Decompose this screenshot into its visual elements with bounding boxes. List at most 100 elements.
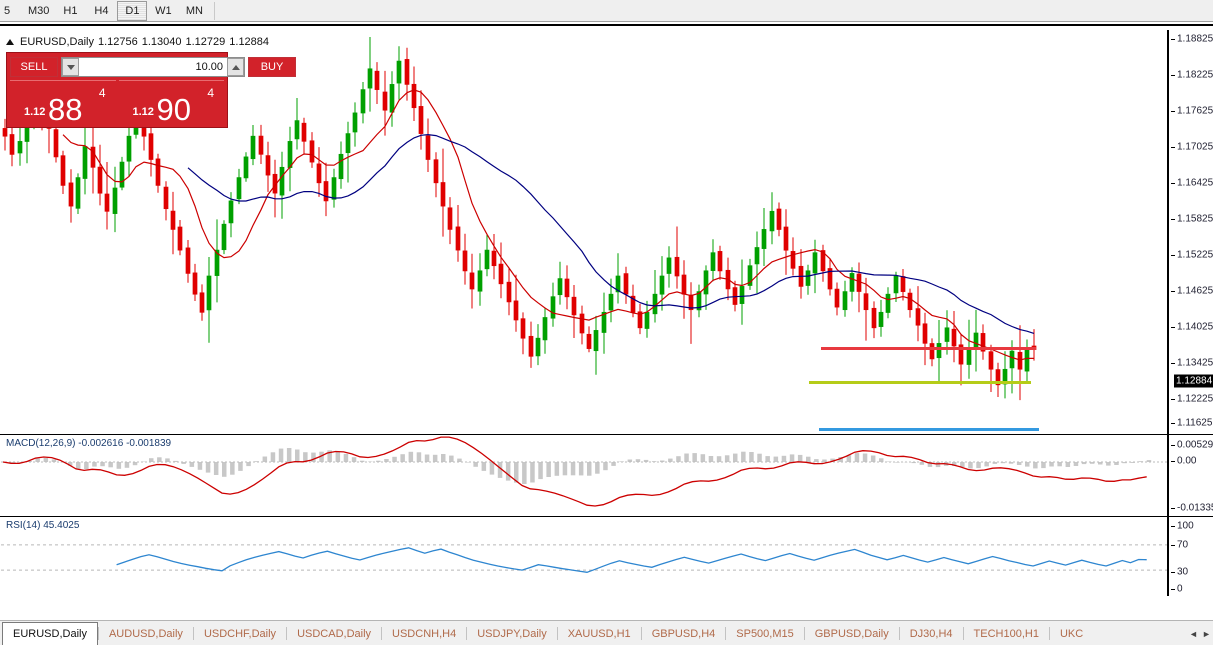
chart-tab-usdchf-daily[interactable]: USDCHF,Daily [203, 628, 277, 640]
price-axis-label: 1.18825 [1177, 33, 1213, 45]
price-axis-label: 1.16425 [1177, 177, 1213, 189]
symbol-ohlc-header: EURUSD,Daily 1.12756 1.13040 1.12729 1.1… [6, 36, 269, 48]
price-axis-label: 1.17025 [1177, 141, 1213, 153]
price-axis[interactable]: 1.18825 1.18225 1.17625 1.17025 1.16425 1.158… [1171, 30, 1213, 434]
buy-price-pips: 90 [156, 92, 191, 127]
chart-tab-ukc[interactable]: UKC [1059, 628, 1084, 640]
price-axis-tick [1171, 147, 1175, 148]
tab-scroll-right-button[interactable]: ► [1202, 629, 1211, 639]
price-axis-tick [1171, 75, 1175, 76]
rsi-axis[interactable]: 100 70 30 0 [1171, 517, 1213, 596]
ohlc-high: 1.13040 [141, 36, 182, 48]
tab-separator [725, 626, 727, 640]
macd-indicator-chart [1, 436, 1167, 507]
price-axis-tick [1171, 183, 1175, 184]
macd-axis[interactable]: 0.005294 0.00 -0.013353 [1171, 435, 1213, 516]
price-axis-tick [1171, 327, 1175, 328]
timeframe-button-mn[interactable]: MN [185, 4, 203, 17]
buy-price-quote[interactable]: 1.12 90 4 [118, 80, 224, 127]
sell-button[interactable]: SELL [10, 57, 58, 77]
chart-up-arrow-icon [6, 39, 14, 45]
chart-tab-tech100-h1[interactable]: TECH100,H1 [973, 628, 1039, 640]
macd-axis-tick [1171, 508, 1175, 509]
buy-price-fraction: 4 [207, 86, 214, 100]
price-axis-label: 1.11625 [1177, 417, 1213, 429]
volume-input[interactable] [79, 58, 227, 76]
price-axis-label: 1.13425 [1177, 357, 1213, 369]
chart-tab-gbpusd-daily[interactable]: GBPUSD,Daily [814, 628, 889, 640]
volume-field-group [61, 57, 245, 77]
tab-separator [286, 626, 288, 640]
price-axis-tick [1171, 111, 1175, 112]
buy-button[interactable]: BUY [248, 57, 296, 77]
tab-separator [640, 626, 642, 640]
price-axis-label: 1.14025 [1177, 321, 1213, 333]
rsi-indicator-chart [1, 544, 1167, 573]
timeframe-toolbar: 5 M30 H1 H4 D1 W1 MN [0, 0, 1213, 22]
rsi-pane: 100 70 30 0 RSI(14) 45.4025 [0, 516, 1213, 596]
trade-panel-quotes-row: 1.12 88 4 1.12 90 4 [10, 80, 224, 127]
volume-increase-button[interactable] [227, 58, 244, 76]
tab-separator [556, 626, 558, 640]
chart-tab-usdcad-daily[interactable]: USDCAD,Daily [297, 628, 372, 640]
chart-tab-gbpusd-h4[interactable]: GBPUSD,H4 [651, 628, 716, 640]
price-pane: 1.18825 1.18225 1.17625 1.17025 1.16425 1.158… [0, 30, 1213, 434]
macd-axis-tick [1171, 461, 1175, 462]
timeframe-button-h1[interactable]: H1 [63, 4, 78, 17]
chart-tab-xauusd-h1[interactable]: XAUUSD,H1 [567, 628, 631, 640]
tab-separator [898, 626, 900, 640]
price-axis-tick [1171, 291, 1175, 292]
macd-axis-label: -0.013353 [1177, 502, 1213, 514]
price-axis-tick [1171, 399, 1175, 400]
macd-axis-tick [1171, 445, 1175, 446]
rsi-axis-label: 70 [1177, 539, 1189, 551]
ohlc-close: 1.12884 [229, 36, 270, 48]
timeframe-button-m5[interactable]: 5 [3, 4, 11, 17]
rsi-axis-label: 30 [1177, 566, 1189, 578]
macd-axis-label: 0.00 [1177, 455, 1197, 467]
timeframe-button-h4[interactable]: H4 [94, 4, 109, 17]
tab-separator [803, 626, 805, 640]
tab-separator [381, 626, 383, 640]
chart-tab-audusd-daily[interactable]: AUDUSD,Daily [108, 628, 183, 640]
resistance-line[interactable] [821, 347, 1036, 350]
ohlc-low: 1.12729 [185, 36, 226, 48]
candlestick-chart [2, 37, 1037, 401]
price-axis-label: 1.14625 [1177, 285, 1213, 297]
timeframe-button-w1[interactable]: W1 [155, 4, 172, 17]
rsi-axis-tick [1171, 545, 1175, 546]
chart-frame: 1.18825 1.18225 1.17625 1.17025 1.16425 1.158… [0, 24, 1213, 645]
sell-price-quote[interactable]: 1.12 88 4 [10, 80, 116, 125]
tab-separator [466, 626, 468, 640]
price-axis-tick [1171, 219, 1175, 220]
timeframe-button-d1[interactable]: D1 [117, 0, 148, 21]
buy-price-prefix: 1.12 [132, 106, 154, 118]
rsi-axis-label: 0 [1177, 583, 1183, 595]
price-axis-tick [1171, 423, 1175, 424]
volume-decrease-button[interactable] [62, 58, 79, 76]
rsi-axis-tick [1171, 572, 1175, 573]
chart-tab-eurusd-daily[interactable]: EURUSD,Daily [2, 622, 98, 645]
chart-tab-usdcnh-h4[interactable]: USDCNH,H4 [392, 628, 457, 640]
chart-tab-usdjpy-daily[interactable]: USDJPY,Daily [477, 628, 547, 640]
sell-price-prefix: 1.12 [24, 106, 46, 118]
rsi-plot-area[interactable] [1, 517, 1169, 596]
chart-tabs-strip: EURUSD,Daily AUDUSD,Daily USDCHF,Daily USDC… [0, 620, 1213, 645]
tab-separator [962, 626, 964, 640]
price-axis-label: 1.17625 [1177, 105, 1213, 117]
tab-separator [1048, 626, 1050, 640]
chart-tab-dj30-h4[interactable]: DJ30,H4 [909, 628, 953, 640]
macd-plot-area[interactable] [1, 435, 1169, 516]
tab-separator [192, 626, 194, 640]
price-axis-tick [1171, 255, 1175, 256]
rsi-axis-tick [1171, 526, 1175, 527]
tab-scroll-left-button[interactable]: ◄ [1189, 629, 1198, 639]
chart-tab-sp500-m15[interactable]: SP500,M15 [736, 628, 794, 640]
timeframe-button-m30[interactable]: M30 [28, 4, 50, 17]
price-axis-tick [1171, 39, 1175, 40]
price-axis-label: 1.15225 [1177, 249, 1213, 261]
price-plot-area[interactable] [1, 30, 1169, 434]
midline-level[interactable] [809, 381, 1031, 384]
support-line[interactable] [819, 428, 1039, 431]
